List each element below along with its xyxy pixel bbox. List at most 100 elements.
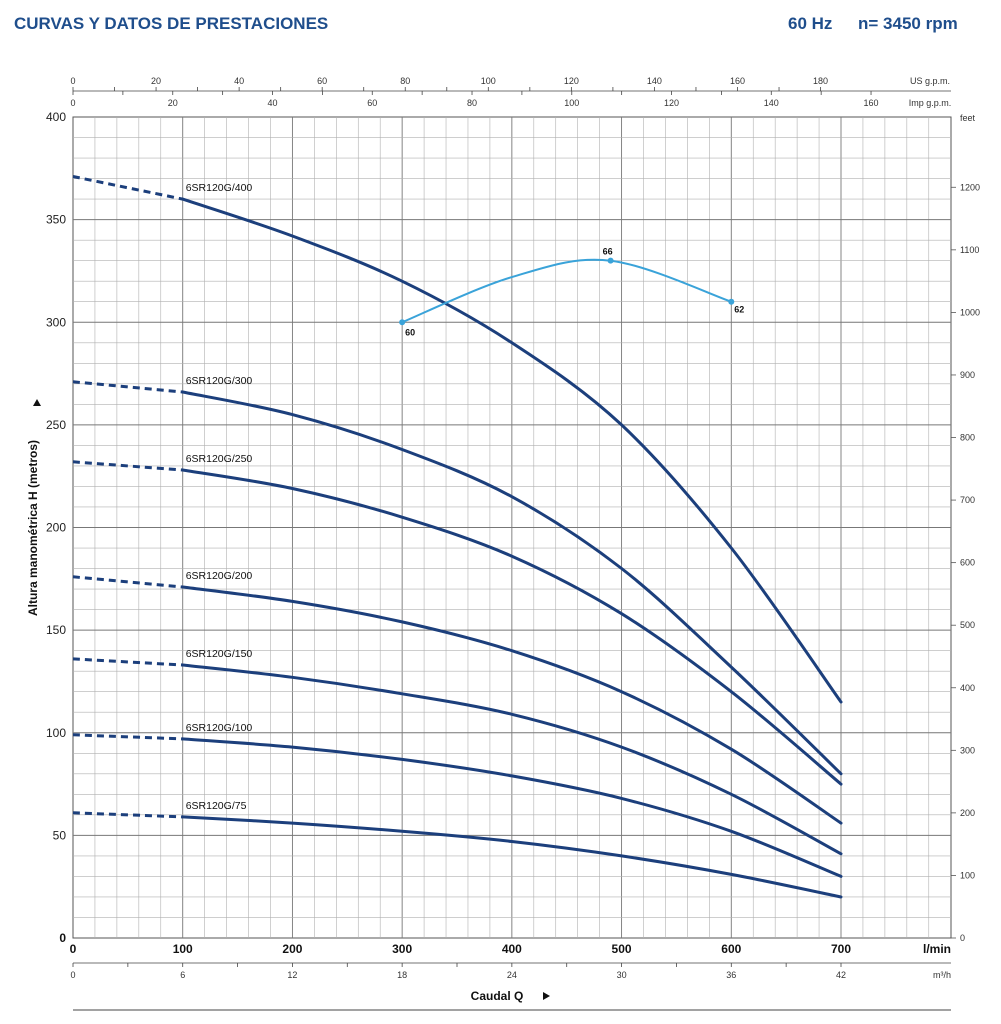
curve-solid-segment: [181, 468, 843, 786]
efficiency-point: [399, 319, 406, 326]
curve-solid-segment: [181, 663, 843, 856]
m3h-tick-label: 36: [726, 970, 736, 980]
feet-tick-label: 400: [960, 683, 975, 693]
curve-solid-segment: [181, 737, 843, 878]
curve-label: 6SR120G/75: [186, 800, 247, 812]
y-axis-arrow-icon: [33, 399, 41, 406]
curve-label: 6SR120G/300: [186, 375, 253, 387]
y-tick-label: 250: [46, 418, 66, 432]
x-tick-label: 700: [831, 942, 851, 956]
m3h-tick-label: 18: [397, 970, 407, 980]
curve-dashed-segment: [72, 811, 183, 819]
x-tick-label: 400: [502, 942, 522, 956]
curve-solid-segment: [181, 815, 843, 899]
efficiency-point: [607, 257, 614, 264]
efficiency-line: [401, 258, 732, 324]
efficiency-label: 66: [603, 247, 613, 257]
feet-tick-label: 200: [960, 808, 975, 818]
feet-tick-label: 800: [960, 433, 975, 443]
imp-gpm-tick-label: 20: [168, 98, 178, 108]
imp-gpm-tick-label: 100: [564, 98, 579, 108]
efficiency-label: 62: [734, 305, 744, 315]
y-axis-title: Altura manométrica H (metros): [26, 440, 40, 616]
us-gpm-tick-label: 140: [647, 76, 662, 86]
curve-dashed-segment: [72, 575, 183, 589]
feet-tick-label: 700: [960, 495, 975, 505]
curve-dashed-segment: [72, 460, 183, 472]
curve-label: 6SR120G/150: [186, 648, 253, 660]
curve-solid-segment: [181, 197, 843, 704]
curve-dashed-segment: [72, 380, 183, 394]
x-tick-label: 0: [70, 942, 77, 956]
imp-gpm-tick-label: 120: [664, 98, 679, 108]
grid: [72, 116, 952, 939]
pump-curve-6sr120g-400: 6SR120G/400: [72, 175, 843, 704]
us-gpm-tick-label: 20: [151, 76, 161, 86]
us-gpm-tick-label: 60: [317, 76, 327, 86]
feet-tick-label: 600: [960, 558, 975, 568]
x-axis-title: Caudal Q: [471, 989, 524, 1003]
imp-gpm-unit-label: Imp g.p.m.: [909, 98, 952, 108]
speed-label: n= 3450 rpm: [858, 14, 958, 33]
m3h-tick-label: 6: [180, 970, 185, 980]
feet-tick-label: 1000: [960, 307, 980, 317]
us-gpm-tick-label: 160: [730, 76, 745, 86]
curve-label: 6SR120G/250: [186, 453, 253, 465]
imp-gpm-tick-label: 40: [268, 98, 278, 108]
x-axis-arrow-icon: [543, 992, 550, 1000]
feet-tick-label: 500: [960, 620, 975, 630]
curve-solid-segment: [181, 585, 843, 825]
imp-gpm-tick-label: 160: [864, 98, 879, 108]
curve-solid-segment: [181, 390, 843, 776]
page-title: CURVAS Y DATOS DE PRESTACIONES: [14, 14, 329, 33]
pump-curve-6sr120g-100: 6SR120G/100: [72, 722, 843, 878]
y-tick-label: 100: [46, 726, 66, 740]
axes: 0501001502002503003504000100200300400500…: [26, 76, 980, 1011]
pump-curve-6sr120g-200: 6SR120G/200: [72, 570, 843, 825]
m3h-tick-label: 24: [507, 970, 517, 980]
us-gpm-tick-label: 80: [400, 76, 410, 86]
imp-gpm-tick-label: 80: [467, 98, 477, 108]
curve-label: 6SR120G/200: [186, 570, 253, 582]
feet-tick-label: 900: [960, 370, 975, 380]
pump-curves: 6SR120G/400 6SR120G/300 6SR120G/250 6SR120G…: [72, 175, 843, 899]
y-tick-label: 150: [46, 623, 66, 637]
x-tick-label: 300: [392, 942, 412, 956]
efficiency-curve: 60 66 62: [399, 247, 744, 337]
m3h-tick-label: 30: [617, 970, 627, 980]
imp-gpm-tick-label: 140: [764, 98, 779, 108]
y-tick-label: 400: [46, 110, 66, 124]
feet-unit-label: feet: [960, 113, 976, 123]
curve-dashed-segment: [72, 657, 183, 667]
efficiency-label: 60: [405, 327, 415, 337]
y-tick-label: 300: [46, 315, 66, 329]
imp-gpm-tick-label: 60: [367, 98, 377, 108]
x-tick-label: 100: [173, 942, 193, 956]
us-gpm-tick-label: 0: [70, 76, 75, 86]
m3h-tick-label: 0: [70, 970, 75, 980]
m3h-unit-label: m³/h: [933, 970, 951, 980]
imp-gpm-tick-label: 0: [70, 98, 75, 108]
feet-tick-label: 0: [960, 933, 965, 943]
m3h-tick-label: 42: [836, 970, 846, 980]
efficiency-point: [728, 298, 735, 305]
feet-tick-label: 300: [960, 745, 975, 755]
us-gpm-tick-label: 120: [564, 76, 579, 86]
us-gpm-tick-label: 100: [481, 76, 496, 86]
x-tick-label: 500: [612, 942, 632, 956]
x-tick-label: 600: [721, 942, 741, 956]
curve-dashed-segment: [72, 733, 183, 741]
pump-curve-6sr120g-300: 6SR120G/300: [72, 375, 843, 776]
x-tick-label: 200: [282, 942, 302, 956]
curve-dashed-segment: [72, 175, 184, 201]
feet-tick-label: 1200: [960, 182, 980, 192]
us-gpm-tick-label: 40: [234, 76, 244, 86]
us-gpm-tick-label: 180: [813, 76, 828, 86]
x-unit-label: l/min: [923, 942, 951, 956]
feet-tick-label: 100: [960, 870, 975, 880]
frequency-label: 60 Hz: [788, 14, 833, 33]
pump-curve-6sr120g-150: 6SR120G/150: [72, 648, 843, 856]
curve-label: 6SR120G/400: [186, 182, 253, 194]
y-tick-label: 350: [46, 213, 66, 227]
